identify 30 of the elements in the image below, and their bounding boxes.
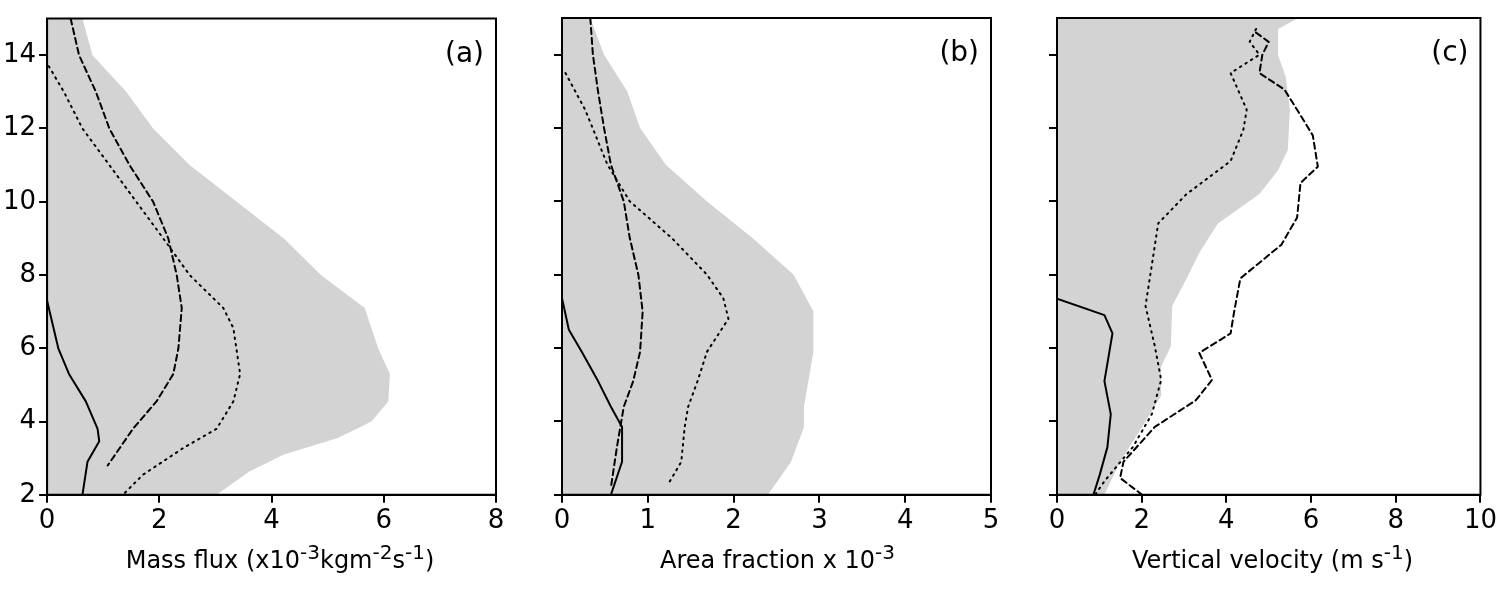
x-tick-label: 2 <box>1133 504 1150 535</box>
x-tick-label: 5 <box>982 504 1000 535</box>
y-tick-label: 4 <box>19 404 37 435</box>
x-tick-label: 6 <box>375 504 393 535</box>
x-axis-title: Area fraction x 10$^{-3}$ <box>659 540 896 574</box>
x-tick-label: 1 <box>639 504 657 535</box>
x-tick-label: 4 <box>1218 504 1235 535</box>
x-tick-label: 8 <box>487 504 505 535</box>
x-tick-label: 3 <box>811 504 828 535</box>
annotation: (b) <box>939 35 979 69</box>
x-tick-label: 10 <box>1463 504 1497 535</box>
y-tick-label: 10 <box>2 184 37 215</box>
x-tick-label: 2 <box>725 504 742 535</box>
x-tick-label: 0 <box>553 504 571 535</box>
y-tick-label: 6 <box>19 331 37 362</box>
y-tick-label: 14 <box>2 37 37 68</box>
y-tick-label: 2 <box>19 477 37 508</box>
x-axis-title: Vertical velocity (m s$^{-1}$) <box>1130 540 1415 574</box>
x-tick-label: 8 <box>1387 504 1405 535</box>
x-tick-label: 6 <box>1302 504 1320 535</box>
x-axis-title: Mass flux (x10$^{-3}$kgm$^{-2}$s$^{-1}$) <box>124 540 436 574</box>
y-tick-label: 8 <box>19 257 37 288</box>
x-tick-label: 0 <box>1048 504 1066 535</box>
x-tick-label: 4 <box>896 504 914 535</box>
x-tick-label: 4 <box>263 504 280 535</box>
x-tick-label: 0 <box>38 504 56 535</box>
x-tick-label: 2 <box>151 504 168 535</box>
y-tick-label: 12 <box>2 111 37 142</box>
annotation: (c) <box>1431 35 1469 69</box>
annotation: (a) <box>444 35 484 69</box>
